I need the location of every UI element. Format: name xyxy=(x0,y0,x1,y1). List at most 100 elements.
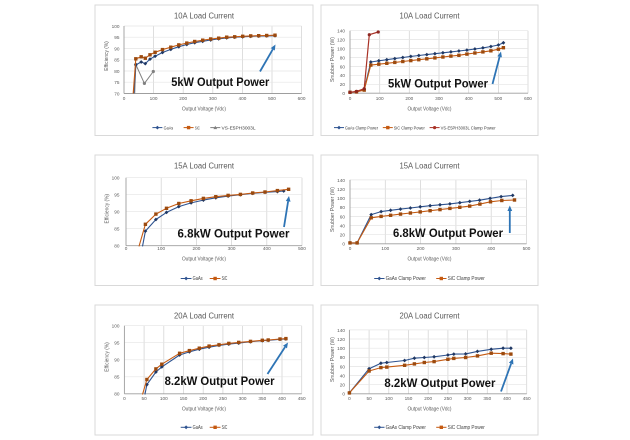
svg-text:80: 80 xyxy=(114,244,120,249)
svg-text:200: 200 xyxy=(199,396,207,401)
svg-text:500: 500 xyxy=(523,246,531,251)
svg-text:100: 100 xyxy=(160,396,168,401)
svg-text:40: 40 xyxy=(340,73,346,78)
svg-text:Snubber Power (W): Snubber Power (W) xyxy=(330,337,336,382)
svg-text:50: 50 xyxy=(366,396,372,401)
svg-text:400: 400 xyxy=(503,396,511,401)
svg-text:0: 0 xyxy=(123,96,126,101)
svg-text:80: 80 xyxy=(340,205,346,210)
svg-text:350: 350 xyxy=(483,396,491,401)
svg-text:400: 400 xyxy=(278,396,286,401)
svg-text:300: 300 xyxy=(464,396,472,401)
svg-text:200: 200 xyxy=(192,246,200,251)
svg-text:Efficiency (%): Efficiency (%) xyxy=(105,194,111,224)
svg-text:0: 0 xyxy=(342,242,345,247)
svg-text:VS-E5PH3003L: VS-E5PH3003L xyxy=(222,125,256,131)
svg-text:200: 200 xyxy=(405,96,413,101)
svg-text:Output Voltage (Vdc): Output Voltage (Vdc) xyxy=(182,256,226,262)
svg-text:40: 40 xyxy=(340,223,346,228)
svg-text:85: 85 xyxy=(114,375,120,380)
svg-text:120: 120 xyxy=(337,38,345,43)
svg-text:400: 400 xyxy=(238,96,246,101)
svg-text:SiC: SiC xyxy=(195,125,200,131)
svg-text:85: 85 xyxy=(114,58,120,63)
svg-text:20A Load Current: 20A Load Current xyxy=(174,312,235,321)
svg-text:20A Load Current: 20A Load Current xyxy=(400,312,461,321)
svg-text:SiC: SiC xyxy=(222,276,228,282)
svg-text:0: 0 xyxy=(349,246,352,251)
svg-text:Output Voltage (Vdc): Output Voltage (Vdc) xyxy=(408,256,452,262)
svg-text:250: 250 xyxy=(444,396,452,401)
svg-text:350: 350 xyxy=(258,396,266,401)
svg-text:5kW Output Power: 5kW Output Power xyxy=(171,75,269,89)
svg-text:Snubber Power (W): Snubber Power (W) xyxy=(330,187,336,232)
svg-text:10A Load Current: 10A Load Current xyxy=(400,12,461,21)
svg-text:Efficiency (%): Efficiency (%) xyxy=(105,342,111,372)
svg-text:Efficiency (%): Efficiency (%) xyxy=(104,41,110,71)
svg-text:SiC: SiC xyxy=(222,425,228,431)
svg-text:450: 450 xyxy=(523,396,531,401)
svg-text:GaAs Clamp Power: GaAs Clamp Power xyxy=(386,276,427,282)
svg-text:20: 20 xyxy=(340,233,346,238)
svg-text:80: 80 xyxy=(114,392,120,397)
svg-text:100: 100 xyxy=(337,346,345,351)
svg-text:0: 0 xyxy=(342,392,345,397)
svg-text:100: 100 xyxy=(112,24,120,29)
svg-text:VS-E5PH3003L Clamp Power: VS-E5PH3003L Clamp Power xyxy=(441,125,496,130)
svg-text:60: 60 xyxy=(340,364,346,369)
svg-text:80: 80 xyxy=(340,55,346,60)
svg-text:8.2kW Output Power: 8.2kW Output Power xyxy=(384,376,495,390)
svg-text:300: 300 xyxy=(435,96,443,101)
svg-text:600: 600 xyxy=(298,96,306,101)
svg-text:GaAs: GaAs xyxy=(164,125,174,131)
svg-text:200: 200 xyxy=(179,96,187,101)
svg-text:150: 150 xyxy=(180,396,188,401)
svg-text:95: 95 xyxy=(114,341,120,346)
svg-text:20: 20 xyxy=(340,82,346,87)
svg-text:GaAs Clamp Power: GaAs Clamp Power xyxy=(345,125,378,130)
svg-text:100: 100 xyxy=(337,46,345,51)
svg-text:100: 100 xyxy=(376,96,384,101)
svg-text:Output Voltage (Vdc): Output Voltage (Vdc) xyxy=(408,106,452,112)
svg-text:SiC Clamp Power: SiC Clamp Power xyxy=(394,125,425,130)
svg-text:Output Voltage (Vdc): Output Voltage (Vdc) xyxy=(182,406,226,412)
svg-text:95: 95 xyxy=(114,193,120,198)
svg-text:75: 75 xyxy=(114,80,120,85)
svg-text:100: 100 xyxy=(112,324,120,329)
svg-text:0: 0 xyxy=(349,96,352,101)
svg-text:40: 40 xyxy=(340,373,346,378)
svg-text:15A Load Current: 15A Load Current xyxy=(400,162,461,171)
svg-text:SiC Clamp Power: SiC Clamp Power xyxy=(448,276,486,282)
svg-text:GaAs: GaAs xyxy=(193,276,203,282)
svg-text:150: 150 xyxy=(405,396,413,401)
svg-text:15A Load Current: 15A Load Current xyxy=(174,162,235,171)
svg-text:100: 100 xyxy=(157,246,165,251)
svg-text:70: 70 xyxy=(114,91,120,96)
svg-text:20: 20 xyxy=(340,383,346,388)
svg-text:Output Voltage (Vdc): Output Voltage (Vdc) xyxy=(408,406,452,412)
svg-text:400: 400 xyxy=(263,246,271,251)
svg-text:140: 140 xyxy=(337,29,345,34)
svg-text:6.8kW Output Power: 6.8kW Output Power xyxy=(178,226,290,240)
svg-text:80: 80 xyxy=(114,69,120,74)
svg-text:Output Voltage (Vdc): Output Voltage (Vdc) xyxy=(182,106,226,112)
svg-text:60: 60 xyxy=(340,64,346,69)
svg-text:10A Load Current: 10A Load Current xyxy=(174,12,235,21)
svg-text:140: 140 xyxy=(337,328,345,333)
svg-text:50: 50 xyxy=(141,396,147,401)
svg-text:300: 300 xyxy=(239,396,247,401)
svg-text:Snubber Power (W): Snubber Power (W) xyxy=(330,37,336,82)
svg-text:500: 500 xyxy=(268,96,276,101)
svg-text:100: 100 xyxy=(150,96,158,101)
svg-text:0: 0 xyxy=(342,91,345,96)
svg-text:100: 100 xyxy=(337,196,345,201)
svg-text:90: 90 xyxy=(114,358,120,363)
svg-text:100: 100 xyxy=(385,396,393,401)
svg-text:250: 250 xyxy=(219,396,227,401)
svg-text:300: 300 xyxy=(209,96,217,101)
svg-text:SiC Clamp Power: SiC Clamp Power xyxy=(448,425,486,431)
svg-text:GaAs Clamp Power: GaAs Clamp Power xyxy=(386,425,427,431)
svg-text:450: 450 xyxy=(298,396,306,401)
svg-text:200: 200 xyxy=(417,246,425,251)
svg-text:300: 300 xyxy=(228,246,236,251)
